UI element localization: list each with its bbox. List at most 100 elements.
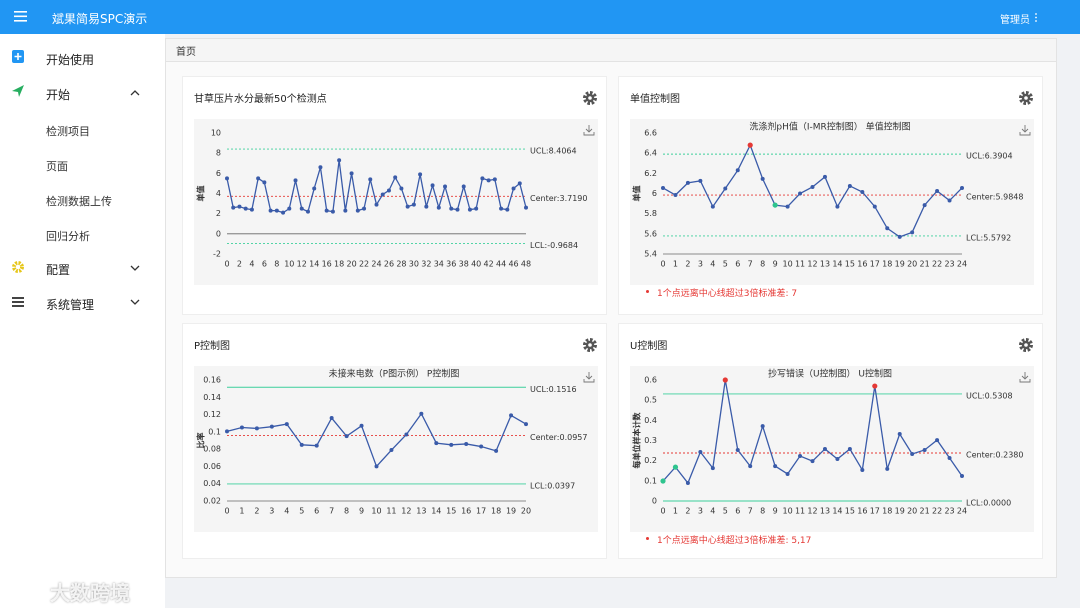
control-limit-label: Center:5.9848: [966, 193, 1023, 202]
x-tick-label: 24: [957, 260, 967, 269]
data-point: [293, 178, 298, 183]
data-point: [798, 454, 803, 459]
x-tick-label: 9: [359, 507, 364, 516]
x-tick-label: 1: [673, 260, 678, 269]
data-point: [947, 456, 952, 461]
data-point: [299, 442, 304, 447]
data-point: [480, 176, 485, 181]
x-tick-label: 48: [521, 260, 531, 269]
data-point: [399, 186, 404, 191]
y-tick-label: 6.4: [644, 149, 657, 158]
highlight-point: [660, 478, 666, 484]
data-point: [436, 205, 441, 210]
control-limit-label: UCL:0.1516: [530, 385, 577, 394]
x-tick-label: 10: [782, 260, 792, 269]
highlight-point: [772, 202, 778, 208]
menu-item[interactable]: 回归分析: [46, 230, 90, 243]
x-tick-label: 6: [735, 507, 740, 516]
data-point: [935, 188, 940, 193]
y-tick-label: 8: [216, 149, 221, 158]
x-tick-label: 1: [239, 507, 244, 516]
data-point: [661, 185, 665, 190]
data-point: [249, 207, 254, 212]
menu-item[interactable]: 开始: [46, 88, 71, 102]
data-point: [231, 205, 236, 210]
alert-note: 1个点远离中心线超过3倍标准差: 7: [657, 289, 798, 299]
highlight-point: [672, 464, 679, 470]
data-point: [314, 443, 319, 448]
chart-title: 洗涤剂pH值（I-MR控制图） 单值控制图: [749, 121, 910, 133]
data-point: [461, 184, 466, 189]
x-tick-label: 26: [384, 260, 394, 269]
breadcrumb[interactable]: 首页: [176, 47, 196, 58]
menu-item[interactable]: 页面: [46, 160, 68, 173]
y-tick-label: 0.3: [644, 436, 657, 445]
x-tick-label: 20: [907, 507, 917, 516]
download-button[interactable]: [583, 372, 595, 383]
data-point: [897, 432, 902, 437]
data-point: [237, 204, 242, 209]
x-tick-label: 17: [476, 507, 486, 516]
x-tick-label: 5: [723, 507, 728, 516]
data-point: [386, 188, 391, 193]
data-point: [872, 204, 877, 209]
gear-hole: [588, 343, 592, 347]
panel-title: U控制图: [630, 341, 668, 352]
data-point: [760, 424, 765, 429]
data-point: [748, 464, 753, 469]
data-point: [710, 466, 715, 471]
x-tick-label: 13: [820, 260, 830, 269]
settings-button[interactable]: [582, 90, 598, 106]
data-point: [404, 432, 409, 437]
x-tick-label: 14: [832, 507, 842, 516]
settings-button[interactable]: [582, 337, 598, 353]
menu-button[interactable]: [14, 10, 30, 24]
chart: 00.10.20.30.40.50.60 1 2 3 4 5 6 7 8 9 10 11 12 13 14 1…: [630, 366, 1034, 532]
download-button[interactable]: [583, 125, 595, 136]
menu-item[interactable]: 检测数据上传: [46, 195, 112, 208]
download-icon: [583, 125, 595, 136]
menu-item[interactable]: 配置: [46, 263, 71, 277]
x-tick-label: 4: [710, 260, 715, 269]
x-tick-label: 22: [932, 507, 942, 516]
y-tick-label: 0.1: [208, 427, 221, 436]
data-point: [380, 192, 385, 197]
data-point: [405, 204, 410, 209]
download-button[interactable]: [1019, 372, 1031, 383]
data-point: [330, 209, 335, 214]
chart-title: 抄写错误（U控制图） U控制图: [768, 368, 892, 380]
data-point: [910, 452, 915, 457]
data-point: [419, 411, 424, 416]
data-point: [243, 206, 248, 211]
more-icon[interactable]: [1034, 13, 1038, 23]
y-tick-label: 2: [216, 209, 221, 218]
x-tick-label: 10: [371, 507, 381, 516]
data-point: [517, 181, 522, 186]
menu-item[interactable]: 开始使用: [46, 53, 95, 67]
settings-button[interactable]: [1018, 337, 1034, 353]
data-point: [287, 206, 292, 211]
data-point: [798, 191, 803, 196]
data-point: [486, 178, 491, 183]
data-point: [411, 202, 416, 207]
y-tick-label: 5.4: [644, 250, 657, 259]
menu-item[interactable]: 系统管理: [46, 298, 95, 312]
x-tick-label: 4: [284, 507, 289, 516]
note-bullet: [646, 537, 649, 540]
user-menu[interactable]: 管理员: [1000, 15, 1030, 26]
y-tick-label: 6.2: [644, 169, 657, 178]
x-tick-label: 11: [795, 507, 805, 516]
data-point: [284, 422, 289, 427]
data-point: [922, 447, 927, 452]
x-tick-label: 15: [446, 507, 456, 516]
x-tick-label: 14: [309, 260, 319, 269]
chart-title: 未接来电数（P图示例） P控制图: [329, 368, 460, 380]
menu-item[interactable]: 检测项目: [46, 125, 90, 138]
download-button[interactable]: [1019, 125, 1031, 136]
settings-button[interactable]: [1018, 90, 1034, 106]
x-tick-label: 13: [416, 507, 426, 516]
y-tick-label: 4: [216, 189, 221, 198]
data-point: [524, 422, 528, 427]
